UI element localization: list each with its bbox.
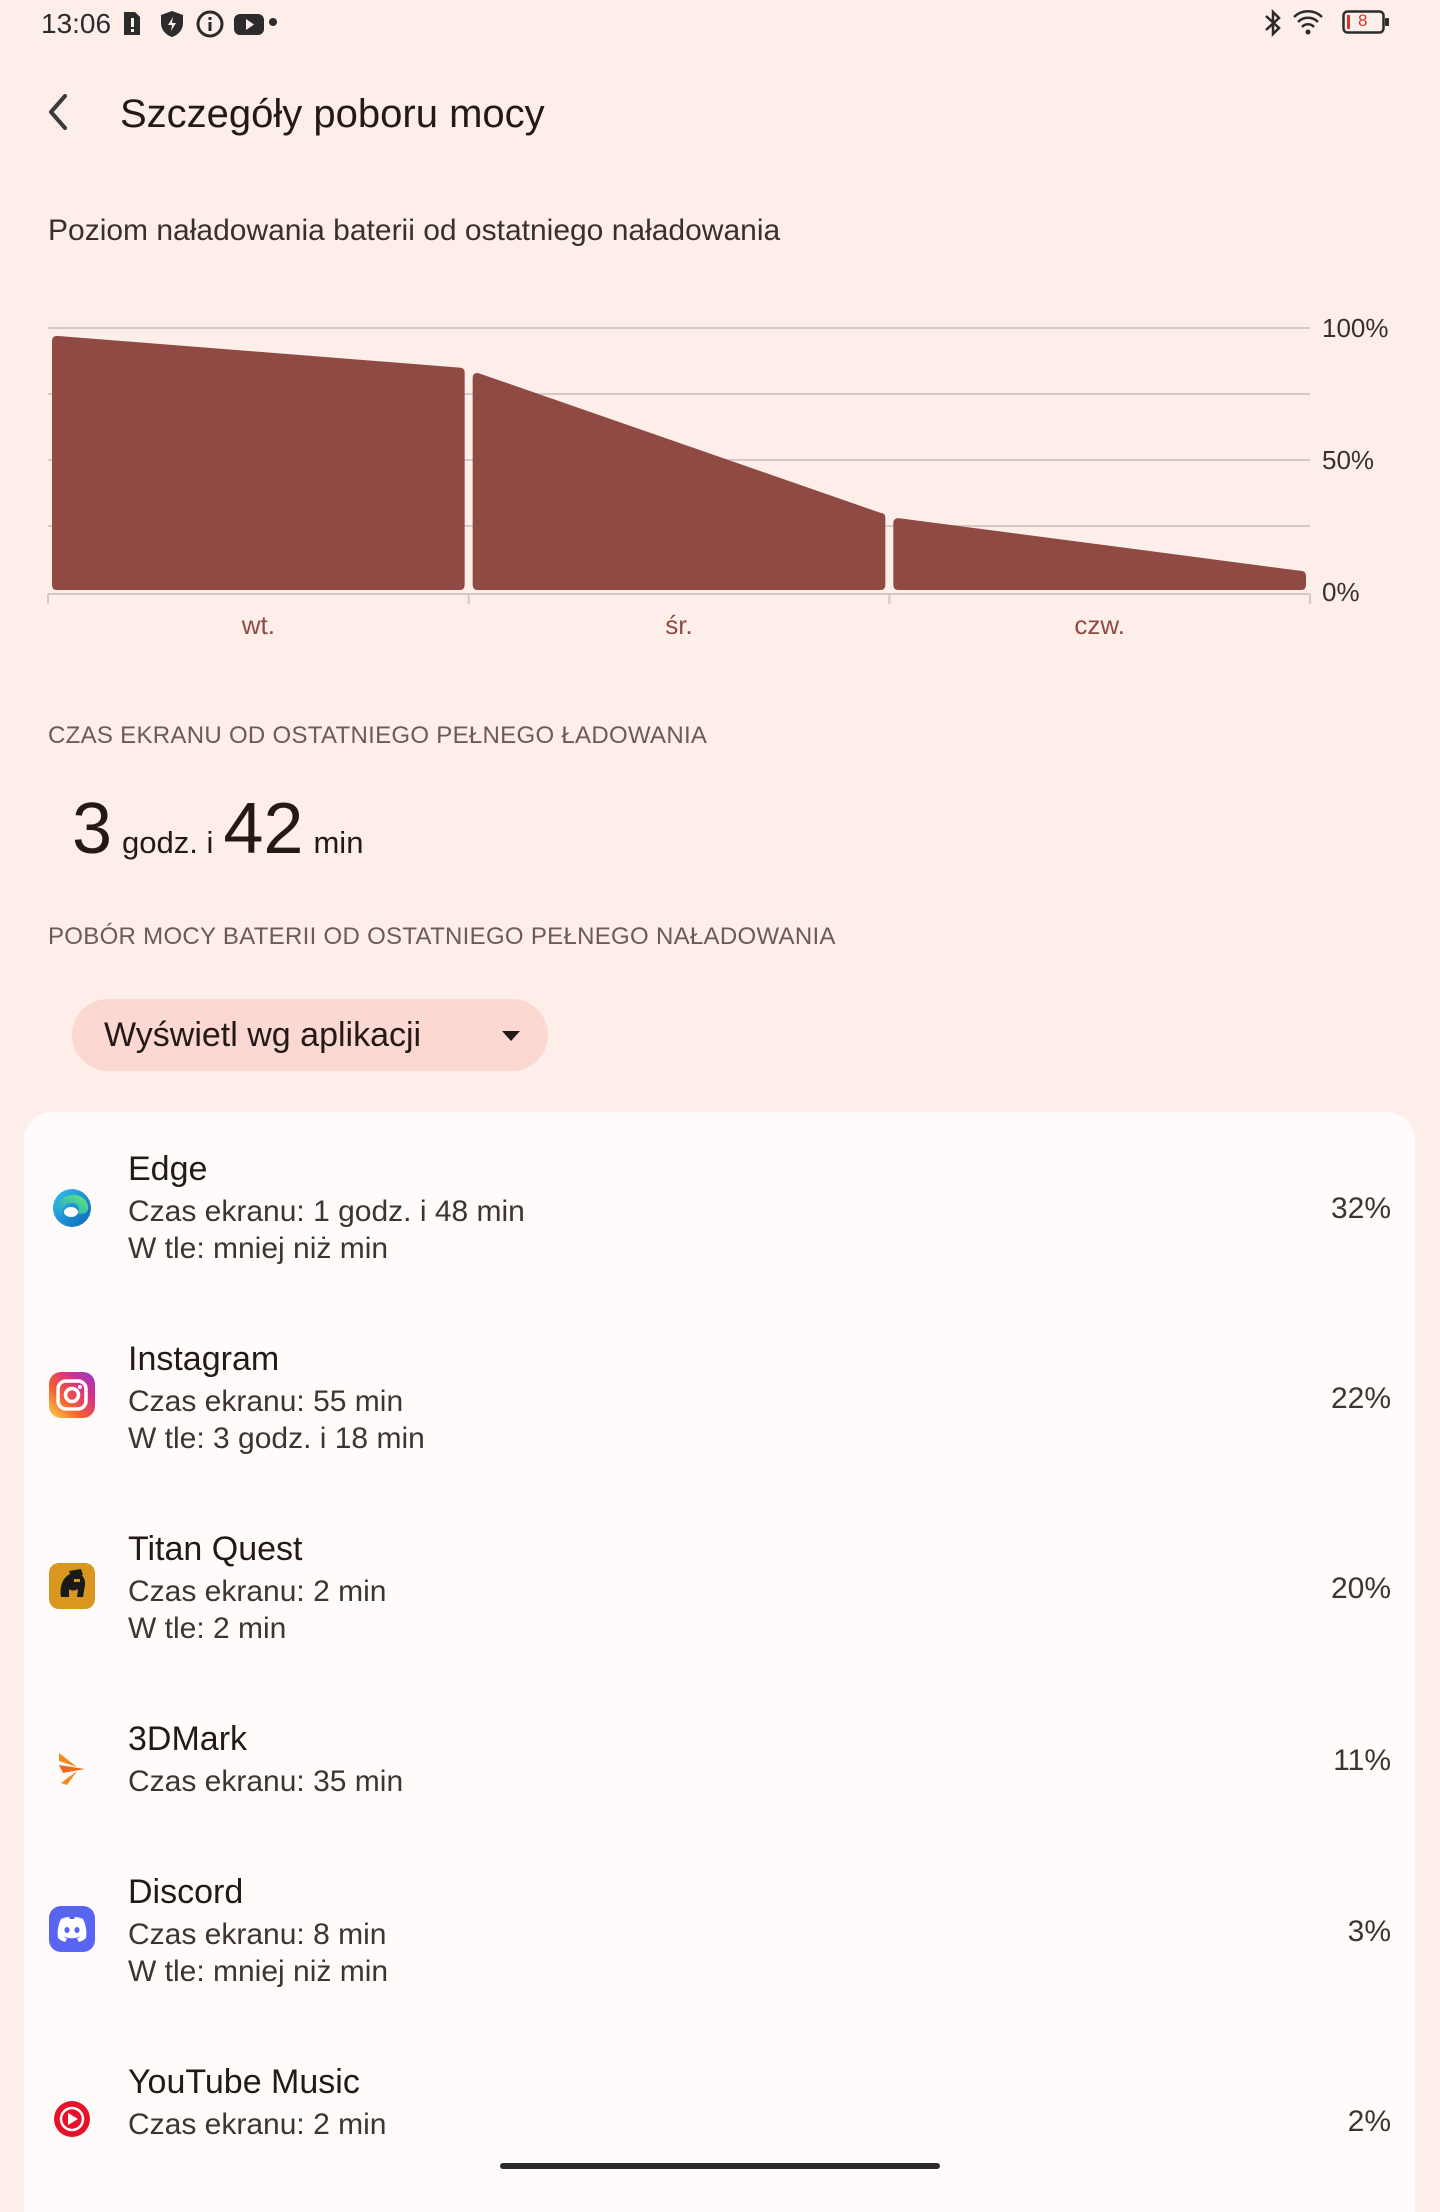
chart-area-segment — [893, 518, 1306, 590]
chart-x-tick-label: śr. — [665, 610, 692, 640]
app-percent: 2% — [1347, 2105, 1391, 2138]
app-row-3dmark[interactable]: 3DMark Czas ekranu: 35 min 11% — [24, 1680, 1415, 1833]
app-row-instagram[interactable]: Instagram Czas ekranu: 55 min W tle: 3 g… — [24, 1300, 1415, 1490]
battery-icon: 8 — [1342, 10, 1389, 34]
app-screen-time: Czas ekranu: 1 godz. i 48 min — [128, 1195, 525, 1228]
screen-time-minutes-unit: min — [313, 825, 364, 860]
wifi-icon — [1293, 10, 1323, 35]
battery-level-description: Poziom naładowania baterii od ostatniego… — [48, 214, 781, 247]
app-screen-time: Czas ekranu: 2 min — [128, 2108, 387, 2141]
chart-y-tick-label: 50% — [1322, 445, 1374, 475]
app-screen-time: Czas ekranu: 2 min — [128, 1575, 387, 1608]
edge-icon — [53, 1189, 91, 1227]
app-screen-time: Czas ekranu: 35 min — [128, 1765, 404, 1798]
3dmark-icon — [59, 1753, 85, 1785]
app-row-edge[interactable]: Edge Czas ekranu: 1 godz. i 48 min W tle… — [24, 1112, 1415, 1300]
titan-quest-icon — [49, 1563, 95, 1609]
app-row-titan-quest[interactable]: Titan Quest Czas ekranu: 2 min W tle: 2 … — [24, 1490, 1415, 1680]
youtube-music-icon — [54, 2101, 90, 2137]
app-percent: 3% — [1347, 1915, 1391, 1948]
chart-x-tick-label: wt. — [241, 610, 275, 640]
app-row-discord[interactable]: Discord Czas ekranu: 8 min W tle: mniej … — [24, 1833, 1415, 2023]
status-bar: 13:06 8 — [0, 0, 1440, 50]
app-background-time: W tle: 2 min — [128, 1612, 287, 1645]
screen-time-value: 3 godz. i 42 min — [72, 788, 373, 878]
info-icon — [196, 10, 224, 38]
app-background-time: W tle: mniej niż min — [128, 1955, 389, 1988]
screen-time-hours: 3 — [72, 789, 113, 869]
app-name: Discord — [128, 1873, 244, 1911]
dropdown-arrow-icon — [502, 1031, 520, 1041]
chart-area-segment — [472, 372, 886, 590]
dropdown-value: Wyświetl wg aplikacji — [104, 1015, 422, 1054]
instagram-icon — [49, 1372, 95, 1418]
app-screen-time: Czas ekranu: 8 min — [128, 1918, 387, 1951]
bluetooth-icon — [1265, 8, 1281, 38]
app-percent: 11% — [1333, 1744, 1391, 1777]
view-by-dropdown[interactable]: Wyświetl wg aplikacji — [72, 999, 548, 1071]
app-name: Titan Quest — [128, 1530, 303, 1568]
discord-icon — [49, 1906, 95, 1952]
screen-time-minutes: 42 — [223, 789, 304, 869]
dot-icon — [269, 18, 277, 26]
app-row-youtube-music[interactable]: YouTube Music Czas ekranu: 2 min 2% — [24, 2023, 1415, 2212]
chart-y-tick-label: 100% — [1322, 313, 1389, 343]
app-background-time: W tle: 3 godz. i 18 min — [128, 1422, 425, 1455]
app-name: Edge — [128, 1150, 208, 1188]
page-title: Szczegóły poboru mocy — [120, 92, 545, 136]
app-name: 3DMark — [128, 1720, 248, 1758]
shield-icon — [161, 11, 183, 37]
app-usage-list: Edge Czas ekranu: 1 godz. i 48 min W tle… — [24, 1112, 1415, 2212]
chart-area-segment — [52, 335, 465, 590]
top-app-bar: Szczegóły poboru mocy — [0, 70, 1440, 160]
app-percent: 32% — [1330, 1192, 1391, 1225]
sim-alert-icon — [124, 12, 140, 35]
battery-usage-label: POBÓR MOCY BATERII OD OSTATNIEGO PEŁNEGO… — [48, 923, 836, 950]
back-arrow-icon — [49, 94, 67, 130]
battery-level-chart: 100% 50% 0% wt. śr. czw. — [47, 313, 1389, 640]
battery-level: 8 — [1358, 11, 1368, 30]
app-background-time: W tle: mniej niż min — [128, 1232, 389, 1265]
back-button[interactable] — [30, 84, 86, 140]
chart-y-tick-label: 0% — [1322, 577, 1360, 607]
app-percent: 22% — [1330, 1382, 1391, 1415]
youtube-icon — [234, 14, 264, 35]
app-percent: 20% — [1330, 1572, 1391, 1605]
app-name: Instagram — [128, 1340, 280, 1378]
app-screen-time: Czas ekranu: 55 min — [128, 1385, 404, 1418]
chart-x-tick-label: czw. — [1074, 610, 1125, 640]
gesture-nav-handle[interactable] — [500, 2163, 940, 2169]
screen-time-label: CZAS EKRANU OD OSTATNIEGO PEŁNEGO ŁADOWA… — [48, 722, 708, 749]
status-time: 13:06 — [41, 8, 112, 39]
app-name: YouTube Music — [128, 2063, 360, 2101]
screen-time-hours-unit: godz. i — [122, 825, 214, 860]
